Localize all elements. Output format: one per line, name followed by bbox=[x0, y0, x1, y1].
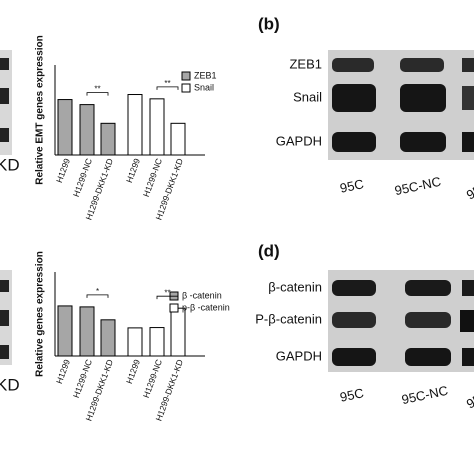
bar bbox=[57, 305, 73, 357]
blot-lane-label: 95C-NC bbox=[393, 174, 442, 198]
legend-label: p-β -catenin bbox=[182, 302, 230, 312]
panel-label: (d) bbox=[258, 241, 280, 260]
significance-bracket bbox=[156, 86, 179, 90]
legend-label: β -catenin bbox=[182, 290, 222, 300]
panel-label: (b) bbox=[258, 14, 280, 33]
legend-label: ZEB1 bbox=[194, 70, 217, 80]
bar bbox=[100, 319, 116, 357]
legend-swatch bbox=[169, 303, 179, 313]
blot-row-label: GAPDH bbox=[276, 133, 322, 148]
bar bbox=[79, 306, 95, 357]
y-axis-label: Relative EMT genes expression bbox=[35, 35, 46, 185]
legend-swatch bbox=[181, 83, 191, 93]
significance-label: ** bbox=[94, 85, 100, 94]
y-axis-label: Relative genes expression bbox=[35, 251, 46, 377]
significance-label: * bbox=[96, 287, 99, 296]
x-tick-label: H1299-NC bbox=[71, 157, 94, 198]
x-tick-label: H1299-NC bbox=[71, 358, 94, 399]
significance-bracket bbox=[86, 294, 109, 298]
bar bbox=[149, 327, 165, 357]
blot-row-label: ZEB1 bbox=[289, 56, 322, 71]
legend-swatch bbox=[181, 71, 191, 81]
left-fragment-label: KD bbox=[0, 155, 20, 174]
bar bbox=[149, 98, 165, 156]
blot-lane-label: 95C-NC bbox=[400, 383, 449, 407]
blot-b bbox=[328, 50, 474, 160]
bar bbox=[57, 99, 73, 156]
bar bbox=[79, 104, 95, 156]
left-blot-fragment bbox=[0, 50, 12, 365]
x-tick-label: H1299 bbox=[54, 157, 72, 184]
bar bbox=[170, 122, 186, 156]
left-fragment-label: KD bbox=[0, 375, 20, 394]
significance-bracket bbox=[156, 295, 179, 300]
blot-row-label: GAPDH bbox=[276, 348, 322, 363]
x-tick-label: H1299 bbox=[54, 358, 72, 385]
blot-row-label: P-β-catenin bbox=[255, 311, 322, 326]
x-tick-label: H1299-NC bbox=[141, 358, 164, 399]
blot-row-label: β-catenin bbox=[268, 279, 322, 294]
significance-label: ** bbox=[164, 79, 170, 88]
x-tick-label: H1299 bbox=[124, 358, 142, 385]
significance-bracket bbox=[86, 92, 109, 96]
bar bbox=[170, 307, 186, 357]
x-tick-label: H1299 bbox=[124, 157, 142, 184]
bar bbox=[127, 94, 143, 156]
blot-d bbox=[328, 270, 474, 372]
bar bbox=[127, 327, 143, 357]
significance-label: ** bbox=[164, 288, 170, 297]
blot-lane-label: 95C bbox=[339, 385, 365, 405]
x-tick-label: H1299-NC bbox=[141, 157, 164, 198]
bar bbox=[100, 122, 116, 156]
blot-lane-label: 95C bbox=[339, 176, 365, 196]
legend-label: Snail bbox=[194, 82, 214, 92]
blot-row-label: Snail bbox=[293, 89, 322, 104]
